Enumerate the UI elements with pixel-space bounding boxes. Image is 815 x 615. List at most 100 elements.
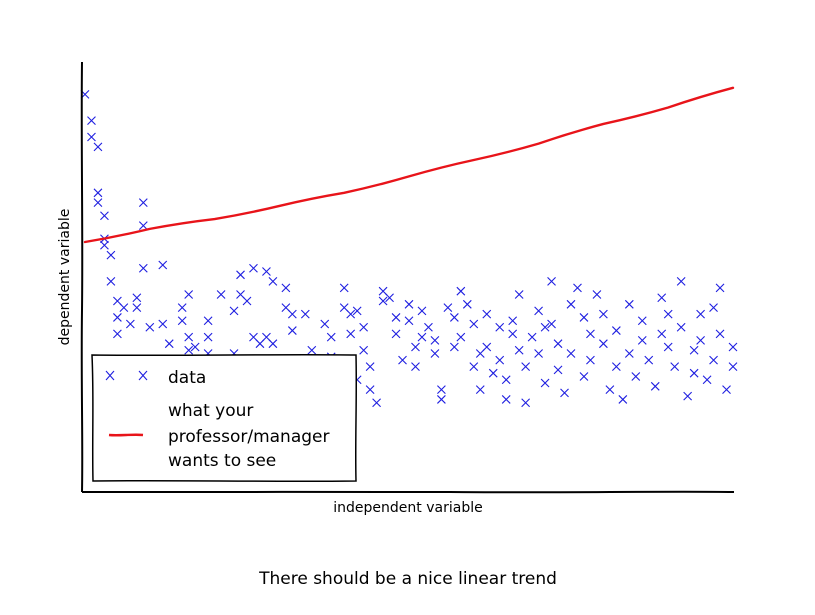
data-point [164, 339, 174, 349]
data-point [262, 267, 271, 276]
legend-label-data: data [168, 368, 206, 388]
data-point [87, 116, 96, 126]
data-point [599, 339, 608, 349]
data-point [715, 329, 725, 339]
data-point [119, 303, 129, 312]
data-point [184, 332, 194, 342]
data-point [637, 316, 647, 326]
data-point [430, 349, 440, 358]
legend-label-trend-line-1: what your [168, 401, 253, 421]
data-point [138, 263, 148, 273]
legend-label-trend-line-3: wants to see [168, 451, 276, 471]
data-point [611, 326, 621, 335]
data-point [456, 286, 466, 296]
data-point [87, 132, 96, 142]
data-point [437, 385, 446, 394]
data-point [683, 391, 693, 401]
data-point [398, 355, 407, 365]
data-point [560, 388, 569, 398]
data-point [624, 299, 634, 309]
data-point [534, 349, 543, 358]
data-point [106, 250, 116, 260]
data-point [443, 303, 453, 312]
data-point [281, 283, 291, 293]
data-point [359, 345, 369, 355]
data-point [566, 349, 576, 358]
data-point [359, 322, 369, 332]
data-point [514, 290, 524, 299]
data-point [326, 332, 336, 342]
data-point [676, 276, 686, 286]
data-point [514, 345, 524, 355]
data-point [430, 336, 440, 345]
data-point [365, 362, 375, 372]
data-point [132, 293, 142, 303]
data-point [696, 309, 705, 319]
data-point [100, 240, 109, 250]
chart-title: There should be a nice linear trend [258, 569, 557, 589]
data-point [456, 332, 466, 342]
data-point [339, 283, 349, 293]
data-point [158, 319, 168, 329]
data-point [346, 309, 356, 319]
data-point [158, 260, 168, 270]
data-point [573, 283, 582, 293]
data-point [437, 395, 446, 404]
data-point [113, 313, 122, 322]
data-point [307, 345, 317, 355]
data-point [138, 198, 148, 208]
data-point [566, 299, 576, 309]
data-point [249, 263, 258, 273]
data-point [469, 362, 479, 372]
data-point [229, 306, 239, 316]
data-point [100, 211, 109, 221]
data-point [365, 385, 375, 394]
data-point [657, 329, 667, 339]
data-point [132, 303, 142, 312]
data-point [709, 303, 718, 312]
data-point [287, 326, 297, 335]
data-point [586, 329, 595, 339]
data-point [547, 319, 556, 329]
data-point [145, 322, 155, 332]
data-point [501, 375, 511, 385]
data-point [203, 332, 213, 342]
x-axis-label: independent variable [333, 500, 482, 516]
data-point [618, 395, 628, 404]
data-point [190, 342, 200, 352]
data-point [605, 385, 615, 394]
data-point [93, 198, 103, 208]
data-point [417, 306, 427, 316]
legend-frame [91, 353, 358, 483]
data-point [268, 276, 278, 286]
data-point [540, 322, 550, 332]
data-point [540, 378, 550, 388]
data-point [236, 270, 245, 280]
data-point [411, 362, 420, 372]
data-point [320, 319, 330, 329]
data-point [488, 368, 498, 378]
data-point [93, 142, 103, 152]
data-point [663, 342, 673, 352]
data-point [424, 322, 433, 332]
data-point [689, 345, 699, 355]
data-point [482, 309, 492, 319]
data-point [689, 368, 699, 378]
data-point [592, 290, 602, 299]
data-point [553, 339, 563, 349]
data-point [637, 336, 647, 345]
data-point [113, 329, 122, 339]
trend-line [83, 86, 735, 244]
legend-label-trend-line-2: professor/manager [168, 427, 330, 447]
data-point [372, 398, 381, 408]
data-point [715, 283, 725, 293]
legend-marker-data [105, 370, 148, 381]
data-point [203, 316, 213, 326]
data-point [599, 309, 608, 319]
data-point [501, 395, 511, 404]
data-point [462, 299, 472, 309]
data-point [449, 313, 459, 322]
data-point [411, 342, 420, 352]
data-point [404, 316, 414, 326]
